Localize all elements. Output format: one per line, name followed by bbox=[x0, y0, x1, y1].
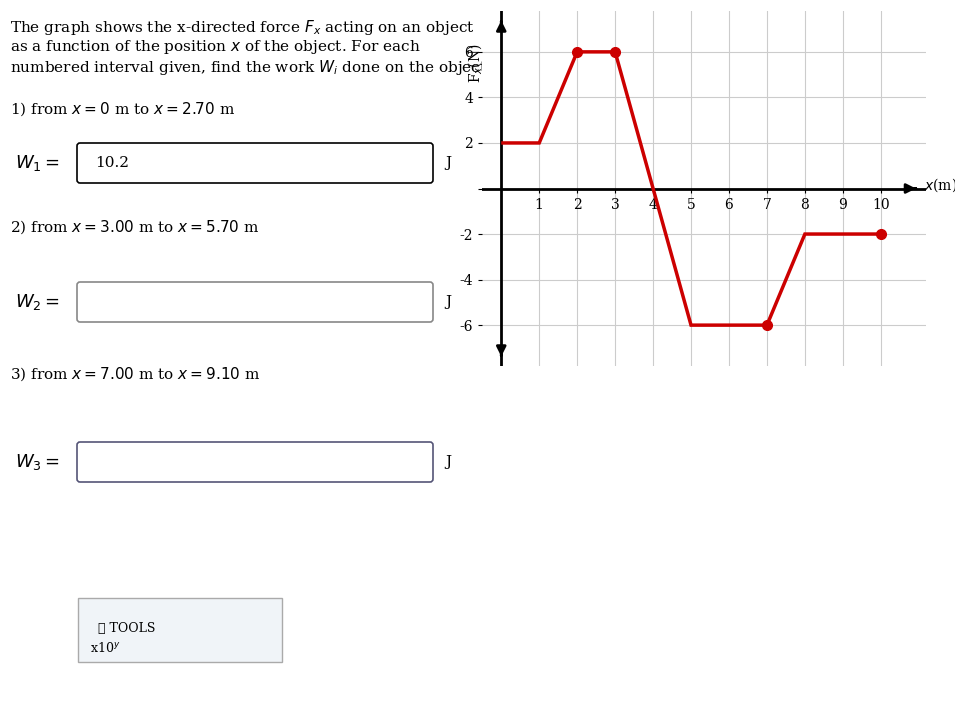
Text: $W_2 =$: $W_2 =$ bbox=[15, 292, 60, 312]
Text: $x$(m): $x$(m) bbox=[924, 176, 955, 194]
Text: as a function of the position $x$ of the object. For each: as a function of the position $x$ of the… bbox=[10, 38, 421, 56]
Text: The graph shows the x-directed force $F_x$ acting on an object: The graph shows the x-directed force $F_… bbox=[10, 18, 475, 37]
FancyBboxPatch shape bbox=[77, 442, 433, 482]
Text: $W_3 =$: $W_3 =$ bbox=[15, 452, 60, 472]
Text: 1) from $x = 0$ m to $x = 2.70$ m: 1) from $x = 0$ m to $x = 2.70$ m bbox=[10, 100, 235, 117]
Text: F$_x$(N): F$_x$(N) bbox=[466, 44, 483, 83]
Text: x10$^y$: x10$^y$ bbox=[90, 641, 120, 655]
Text: numbered interval given, find the work $W_i$ done on the object.: numbered interval given, find the work $… bbox=[10, 58, 491, 77]
Text: 3) from $x = 7.00$ m to $x = 9.10$ m: 3) from $x = 7.00$ m to $x = 9.10$ m bbox=[10, 365, 261, 383]
FancyBboxPatch shape bbox=[77, 282, 433, 322]
FancyBboxPatch shape bbox=[78, 598, 282, 662]
Text: J: J bbox=[445, 455, 451, 469]
Text: ⚒ TOOLS: ⚒ TOOLS bbox=[98, 621, 156, 634]
Text: $W_1 =$: $W_1 =$ bbox=[15, 153, 60, 173]
Text: J: J bbox=[445, 295, 451, 309]
Text: J: J bbox=[445, 156, 451, 170]
Text: 10.2: 10.2 bbox=[95, 156, 129, 170]
FancyBboxPatch shape bbox=[77, 143, 433, 183]
Text: 2) from $x = 3.00$ m to $x = 5.70$ m: 2) from $x = 3.00$ m to $x = 5.70$ m bbox=[10, 218, 260, 236]
